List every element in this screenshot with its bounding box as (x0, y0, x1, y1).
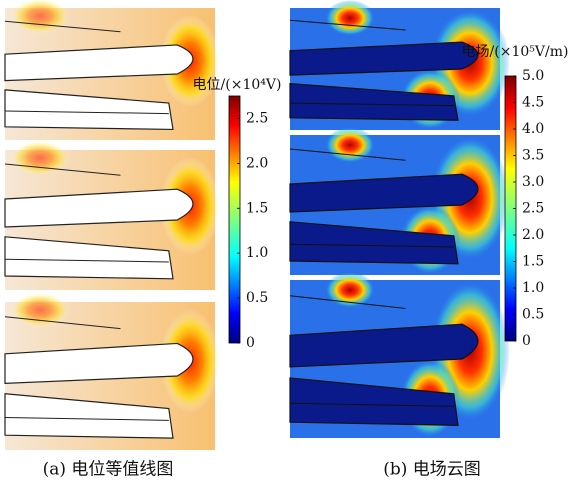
field-blob (325, 127, 375, 163)
tick-label: 0.5 (522, 307, 544, 323)
tick-label: 4.0 (522, 121, 544, 137)
caption: (a) 电位等值线图 (43, 460, 174, 480)
tick-label: 2.5 (522, 201, 544, 217)
colorbar-a (229, 96, 240, 343)
colorbar-label: 电场/(×10⁵V/m) (462, 44, 569, 60)
tick-label: 1.5 (246, 200, 268, 216)
tick-label: 4.5 (522, 95, 544, 111)
figure: 电位/(×10⁴V) 电场/(×10⁵V/m) (a) 电位等值线图 (b) 电… (0, 0, 572, 484)
tick-label: 5.0 (522, 68, 544, 84)
tick-label: 1.0 (246, 245, 268, 261)
tick-label: 2.0 (522, 227, 544, 243)
tick-label: 0.5 (246, 290, 268, 306)
tick-label: 3.5 (522, 148, 544, 164)
hot-spot (10, 140, 70, 176)
tick-label: 2.0 (246, 155, 268, 171)
tick-label: 1.0 (522, 280, 544, 296)
caption: (b) 电场云图 (383, 460, 481, 480)
field-blob (325, 0, 375, 36)
panel-b (290, 0, 510, 438)
tick-label: 2.5 (246, 110, 268, 126)
tick-label: 0 (522, 333, 531, 349)
colorbar-label: 电位/(×10⁴V) (193, 77, 282, 93)
tick-label: 1.5 (522, 254, 544, 270)
tick-label: 3.0 (522, 174, 544, 190)
panel-a (5, 0, 220, 450)
tick-label: 0 (246, 335, 255, 351)
